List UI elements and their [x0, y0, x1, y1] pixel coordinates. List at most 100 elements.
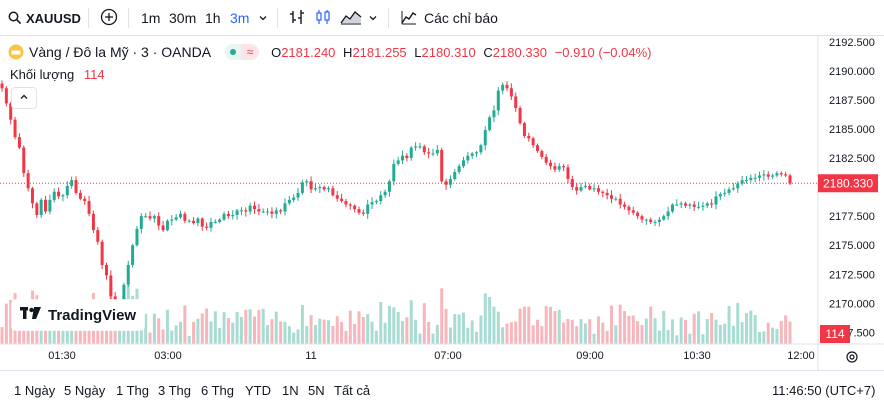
volume-bar [653, 318, 657, 344]
volume-bar [170, 330, 174, 344]
range-1-day[interactable]: 1 Ngày [14, 382, 56, 398]
range-6-month[interactable]: 6 Thg [201, 382, 235, 398]
time-axis: 01:30 03:00 11 07:00 09:00 10:30 12:00 [48, 350, 815, 362]
volume-bar [657, 330, 661, 344]
time-tick-label: 03:00 [154, 350, 182, 362]
current-volume-tag [820, 325, 850, 343]
candle-body [266, 211, 270, 213]
market-status[interactable]: ≈ [225, 44, 260, 60]
interval-1m[interactable]: 1m [141, 10, 161, 26]
candle-body [383, 191, 387, 196]
candle-body [327, 188, 331, 190]
volume-legend: Khối lượng 114 [10, 67, 105, 82]
high-value: 2181.255 [352, 44, 407, 60]
tradingview-logo[interactable]: TradingView [12, 300, 145, 330]
range-5-day[interactable]: 5 Ngày [64, 382, 106, 398]
volume-bar [553, 311, 557, 344]
candle-body [374, 201, 378, 203]
range-3-month[interactable]: 3 Thg [158, 382, 192, 398]
candle-body [427, 152, 431, 154]
volume-bar [479, 315, 483, 344]
candle-body [257, 209, 261, 212]
price-tick-label: 2175.000 [829, 240, 875, 252]
volume-bar [453, 314, 457, 344]
open-label: O [271, 44, 282, 60]
candle-body [357, 209, 361, 213]
volume-bar [427, 322, 431, 344]
candle-body [771, 175, 775, 177]
candle-body [758, 175, 762, 178]
volume-bar [762, 331, 766, 344]
candle-body [344, 201, 348, 205]
candle-body [670, 204, 674, 212]
volume-bar [692, 313, 696, 344]
volume-bar [744, 313, 748, 344]
interval-3m[interactable]: 3m [230, 10, 250, 26]
volume-bar [457, 314, 461, 344]
price-tick-label: 2190.000 [829, 66, 875, 78]
candle-body [535, 145, 539, 152]
candle-body [91, 213, 95, 231]
range-5-year[interactable]: 5N [308, 382, 325, 398]
candle-body [139, 216, 143, 229]
candle-body [52, 191, 56, 200]
candle-body [644, 219, 648, 221]
volume-bar [318, 318, 322, 344]
timezone-clock[interactable]: 11:46:50 (UTC+7) [772, 382, 876, 398]
volume-bar [344, 330, 348, 344]
symbol-legend: Vàng / Đô la Mỹ · 3 · OANDA ≈ O2181.240 … [8, 44, 652, 60]
volume-bar [753, 315, 757, 344]
area-style-button[interactable] [340, 0, 362, 36]
time-tick-label: 01:30 [48, 350, 76, 362]
volume-bar [322, 319, 326, 344]
collapse-legend-button[interactable] [11, 87, 37, 109]
candle-body [331, 188, 335, 196]
interval-1h[interactable]: 1h [205, 10, 221, 26]
range-1-year[interactable]: 1N [282, 382, 299, 398]
volume-bar [631, 315, 635, 344]
volume-bar [270, 319, 274, 344]
range-all[interactable]: Tất cả [334, 382, 371, 398]
indicators-label: Các chỉ báo [424, 10, 498, 26]
candle-body [387, 181, 391, 192]
volume-bar [387, 306, 391, 344]
candle-body [409, 147, 413, 159]
time-tick-label: 07:00 [434, 350, 462, 362]
status-dot-icon [225, 44, 242, 60]
volume-bar [52, 321, 56, 344]
interval-dropdown[interactable] [258, 0, 268, 36]
volume-bar [165, 309, 169, 344]
range-ytd[interactable]: YTD [245, 382, 271, 398]
range-1-month[interactable]: 1 Thg [116, 382, 150, 398]
volume-bar [118, 318, 122, 344]
volume-bar [239, 317, 243, 344]
interval-30m[interactable]: 30m [169, 10, 197, 26]
indicators-icon [400, 8, 418, 29]
compare-symbol-button[interactable] [100, 0, 118, 36]
indicators-button[interactable]: Các chỉ báo [400, 0, 498, 36]
candle-body [596, 188, 600, 192]
candle-body [239, 210, 243, 212]
chart-type-dropdown[interactable] [368, 0, 378, 36]
candle-body [435, 149, 439, 154]
volume-bar [784, 315, 788, 344]
volume-bar [549, 306, 553, 344]
candle-body [740, 180, 744, 184]
volume-label: Khối lượng [10, 67, 75, 82]
candle-body [178, 213, 182, 218]
volume-bar [409, 300, 413, 344]
symbol-search[interactable]: XAUUSD [8, 0, 81, 36]
candle-body [453, 171, 457, 179]
candle-body [697, 206, 701, 208]
candle-body [579, 187, 583, 191]
candle-body [392, 163, 396, 182]
candles-style-button[interactable] [314, 0, 332, 36]
bar-style-button[interactable] [288, 0, 306, 36]
volume-bar [710, 313, 714, 344]
volume-bar [348, 310, 352, 344]
top-toolbar: XAUUSD 1m 30m 1h 3m Các chỉ báo [0, 0, 884, 36]
candle-body [131, 245, 135, 265]
volume-bar [435, 324, 439, 344]
candle-body [640, 216, 644, 220]
volume-bar [544, 306, 548, 344]
